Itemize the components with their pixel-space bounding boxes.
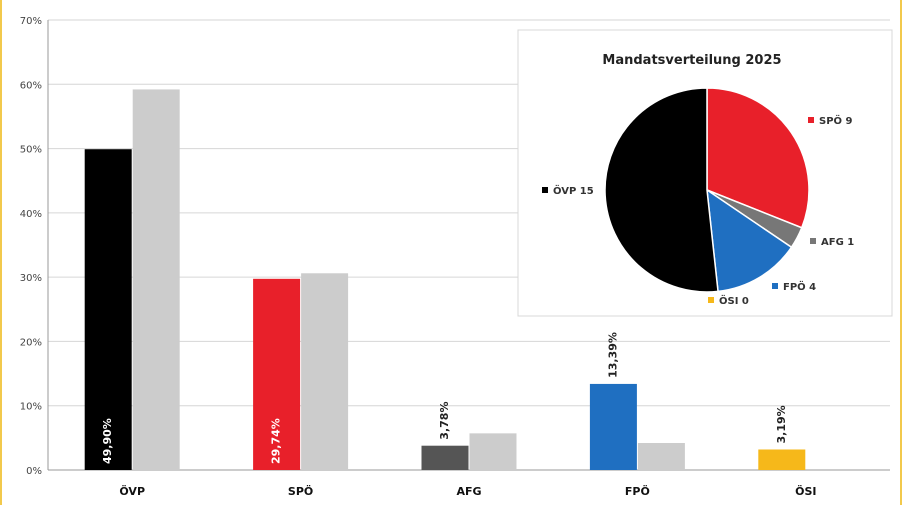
y-tick-label: 50% [20, 145, 42, 156]
y-axis-ticks: 0% 10% 20% 30% 40% 50% 60% 70% [20, 16, 42, 477]
pie-label: ÖSI 0 [719, 293, 749, 307]
pie-label-swatch [772, 283, 778, 289]
pie-labels: SPÖ 9 AFG 1 FPÖ 4 ÖSI 0 ÖVP 15 [542, 113, 854, 307]
pie-label: FPÖ 4 [783, 279, 816, 293]
grid-lines [47, 19, 890, 471]
pie-slice [604, 87, 719, 293]
y-tick-label: 40% [20, 209, 42, 220]
data-label: 29,74% [270, 418, 283, 464]
pie-label: ÖVP 15 [553, 183, 594, 197]
data-label: 3,19% [775, 405, 788, 443]
y-tick-label: 10% [20, 402, 42, 413]
pie-label-swatch [708, 297, 714, 303]
pie-inset: Mandatsverteilung 2025 SPÖ 9 AFG 1 FPÖ 4 ÖS… [517, 29, 893, 317]
data-label: 13,39% [606, 332, 619, 378]
bar-FPÖ-2025 [589, 383, 637, 470]
y-tick-label: 70% [20, 16, 42, 27]
pie-label: SPÖ 9 [819, 113, 853, 127]
pie-label: AFG 1 [821, 237, 854, 248]
bar-ÖVP-previous [132, 89, 180, 470]
x-tick-label: SPÖ [288, 484, 313, 498]
y-tick-label: 30% [20, 273, 42, 284]
y-tick-label: 60% [20, 80, 42, 91]
bar-SPÖ-2025 [253, 278, 301, 470]
data-labels: 49,90% 29,74% 3,78% 13,39% 3,19% [101, 332, 788, 464]
x-axis-ticks: ÖVP SPÖ AFG FPÖ ÖSI [119, 484, 816, 498]
pie-label-swatch [542, 187, 548, 193]
data-label: 49,90% [101, 418, 114, 464]
x-tick-label: ÖVP [119, 484, 145, 498]
pie-slice [706, 188, 793, 293]
bar-FPÖ-previous [637, 443, 685, 470]
pie-label-swatch [808, 117, 814, 123]
bar-SPÖ-previous [301, 273, 349, 470]
bar-AFG-previous [469, 433, 517, 470]
bars [84, 89, 806, 470]
pie [604, 87, 810, 293]
pie-label-swatch [810, 238, 816, 244]
bar-ÖVP-2025 [84, 149, 132, 470]
bar-ÖSI-2025 [758, 449, 806, 470]
data-label: 3,78% [438, 402, 451, 440]
pie-slice [706, 87, 810, 229]
y-tick-label: 20% [20, 337, 42, 348]
pie-title: Mandatsverteilung 2025 [602, 53, 781, 68]
bar-AFG-2025 [421, 445, 469, 470]
x-tick-label: AFG [456, 485, 481, 498]
x-tick-label: FPÖ [625, 484, 650, 498]
x-tick-label: ÖSI [795, 484, 816, 498]
y-tick-label: 0% [26, 466, 42, 477]
